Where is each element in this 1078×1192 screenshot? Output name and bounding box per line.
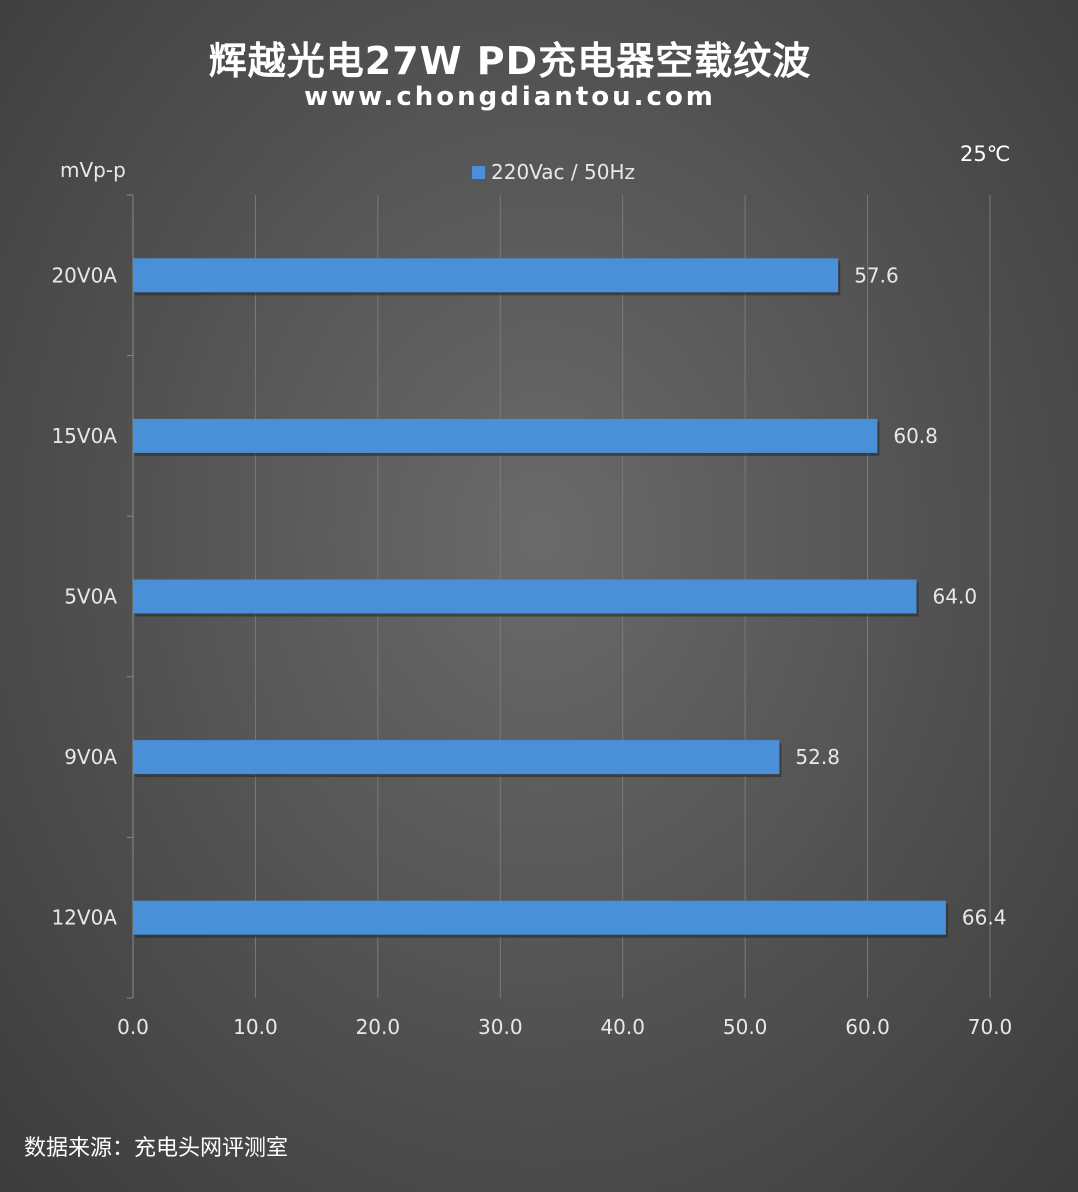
- bar: [133, 418, 878, 453]
- x-tick-label: 40.0: [600, 1015, 645, 1039]
- temperature-label: 25℃: [960, 142, 1011, 166]
- x-tick-label: 70.0: [968, 1015, 1013, 1039]
- bar: [133, 258, 839, 293]
- chart-subtitle: www.chongdiantou.com: [304, 82, 716, 112]
- data-label: 60.8: [893, 424, 938, 448]
- category-label: 15V0A: [51, 424, 117, 448]
- x-tick-label: 10.0: [233, 1015, 278, 1039]
- y-axis-unit-label: mVp-p: [60, 158, 126, 182]
- bar: [133, 740, 780, 775]
- category-label: 12V0A: [51, 906, 117, 930]
- bar: [133, 579, 917, 614]
- x-tick-label: 20.0: [356, 1015, 401, 1039]
- category-label: 20V0A: [51, 263, 117, 287]
- chart-title: 辉越光电27W PD充电器空载纹波: [208, 39, 812, 83]
- legend-swatch: [472, 165, 485, 179]
- category-label: 9V0A: [64, 745, 117, 769]
- x-tick-label: 60.0: [845, 1015, 890, 1039]
- x-tick-label: 50.0: [723, 1015, 768, 1039]
- data-label: 57.6: [854, 263, 899, 287]
- bar: [133, 900, 946, 935]
- data-label: 52.8: [795, 745, 840, 769]
- legend: 220Vac / 50Hz: [472, 160, 635, 184]
- x-tick-label: 0.0: [117, 1015, 149, 1039]
- data-label: 64.0: [933, 585, 978, 609]
- data-label: 66.4: [962, 906, 1007, 930]
- category-label: 5V0A: [64, 585, 117, 609]
- legend-label: 220Vac / 50Hz: [491, 160, 635, 184]
- x-tick-label: 30.0: [478, 1015, 523, 1039]
- data-source-label: 数据来源：充电头网评测室: [24, 1136, 289, 1161]
